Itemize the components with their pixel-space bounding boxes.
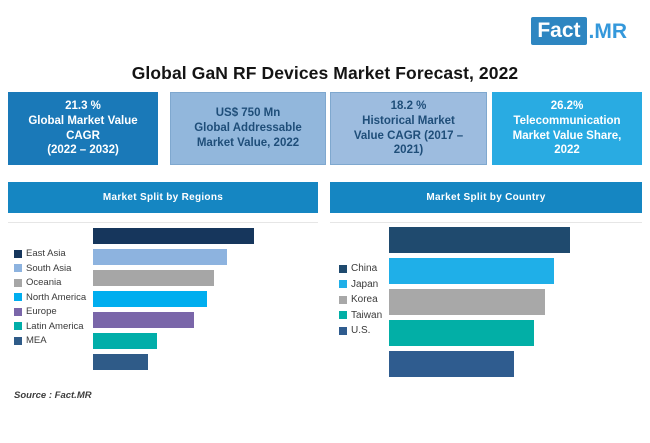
legend-item-us: U.S. [339,325,382,337]
bar-europe [93,312,194,328]
taiwan-swatch [339,311,347,320]
oceania-swatch [14,278,22,287]
legend-label: China [351,263,378,275]
legend-item-east-asia: East Asia [14,248,86,260]
stat-box-row: 21.3 % Global Market Value CAGR (2022 – … [8,92,642,165]
japan-swatch [339,280,347,289]
latin-america-swatch [14,322,22,331]
stat-box-addressable-market-value: US$ 750 Mn Global Addressable Market Val… [170,92,326,165]
stat-line: Value CAGR (2017 – [353,129,464,142]
bar-east-asia [93,228,254,244]
legend-item-south-asia: South Asia [14,263,86,275]
stat-line: 2021) [393,144,424,157]
bar-north-america [93,291,207,307]
korea-swatch [339,295,347,304]
legend-item-north-america: North America [14,292,86,304]
legend-item-europe: Europe [14,306,86,318]
bar-korea [389,289,545,315]
bar-latin-america [93,333,157,349]
legend-label: Japan [351,278,379,290]
stat-box-market-value-cagr: 21.3 % Global Market Value CAGR (2022 – … [8,92,158,165]
legend-item-japan: Japan [339,279,382,291]
china-swatch [339,264,347,273]
bar-taiwan [389,320,534,346]
bar-us [389,351,514,377]
country-legend: China Japan Korea Taiwan U.S. [339,263,382,337]
legend-label: U.S. [351,325,371,337]
legend-item-taiwan: Taiwan [339,310,382,322]
bar-china [389,227,570,253]
us-swatch [339,326,347,335]
stat-line: 2022 [554,144,580,157]
legend-label: Europe [26,306,57,318]
stat-line: 21.3 % [65,99,101,112]
regions-legend: East Asia South Asia Oceania North Ameri… [14,248,86,347]
legend-label: North America [26,291,87,303]
legend-label: South Asia [26,262,72,274]
bar-japan [389,258,554,284]
country-chart-header: Market Split by Country [330,182,642,213]
bar-oceania [93,270,214,286]
legend-item-china: China [339,263,382,275]
stat-line: Market Value, 2022 [196,136,300,149]
mea-swatch [14,336,22,345]
legend-label: Latin America [26,320,84,332]
legend-label: Oceania [26,277,62,289]
stat-line: Telecommunication [513,114,621,127]
legend-label: Korea [351,294,378,306]
east-asia-swatch [14,249,22,258]
stat-line: Historical Market [362,114,455,127]
stat-line: CAGR [66,129,100,142]
source-note: Source : Fact.MR [14,390,92,401]
legend-label: MEA [26,335,47,347]
legend-item-oceania: Oceania [14,277,86,289]
regions-chart-header: Market Split by Regions [8,182,318,213]
page-title: Global GaN RF Devices Market Forecast, 2… [131,63,519,83]
stat-line: 26.2% [550,99,584,112]
stat-box-historical-cagr: 18.2 % Historical Market Value CAGR (201… [330,92,487,165]
stat-box-telecom-share: 26.2% Telecommunication Market Value Sha… [492,92,642,165]
bar-mea [93,354,148,370]
legend-item-latin-america: Latin America [14,321,86,333]
legend-label: Taiwan [351,309,383,321]
country-bars [389,227,570,377]
logo-mr-text: .MR [588,19,628,43]
legend-item-korea: Korea [339,294,382,306]
stat-line: 18.2 % [390,99,427,112]
north-america-swatch [14,293,22,302]
stat-line: (2022 – 2032) [47,144,119,157]
logo-fact-text: Fact [531,17,587,45]
regions-bar-chart: East Asia South Asia Oceania North Ameri… [8,222,318,381]
south-asia-swatch [14,264,22,273]
legend-label: East Asia [26,248,66,260]
country-bar-chart: China Japan Korea Taiwan U.S. [330,222,642,381]
stat-line: Global Addressable [194,122,302,135]
regions-bars [93,228,254,370]
legend-item-mea: MEA [14,335,86,347]
europe-swatch [14,307,22,316]
bar-south-asia [93,249,227,265]
factmr-logo: Fact .MR [531,17,627,45]
stat-line: Global Market Value [28,114,138,127]
stat-line: Market Value Share, [512,129,622,142]
stat-line: US$ 750 Mn [215,107,281,120]
